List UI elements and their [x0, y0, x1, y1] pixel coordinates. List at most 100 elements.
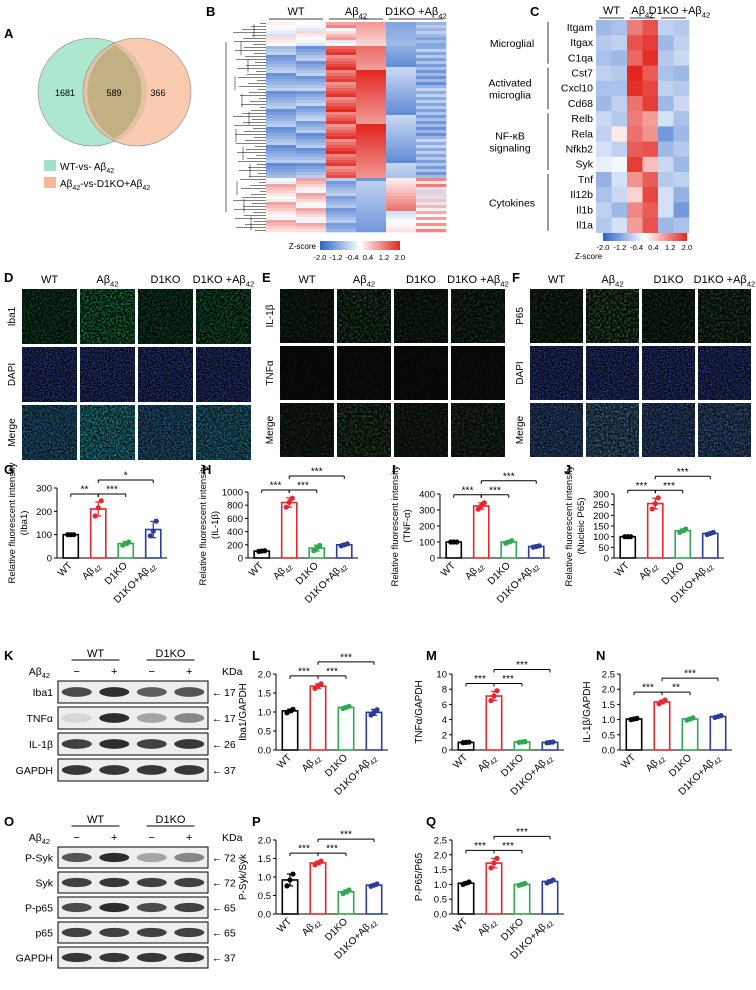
microD-image-signal — [196, 289, 251, 344]
heatmap-b-cell — [296, 121, 327, 125]
heatmap-b-cell — [296, 151, 327, 155]
heatmap-b-cell — [386, 91, 417, 95]
significance-label: *** — [298, 844, 310, 855]
microE-col-label-2: D1KO — [406, 274, 436, 286]
micrograph-panel-d: WT Aβ42 D1KO D1KO +Aβ42 Iba1 DAPI Merge — [7, 274, 254, 460]
y-tick-label: 250 — [593, 500, 609, 511]
data-point — [522, 739, 528, 745]
heatmap-b-cell — [386, 88, 417, 92]
heatmap-b-cell — [326, 175, 357, 179]
heatmap-c-category: Microglial — [490, 38, 534, 50]
heatmap-b-cell — [266, 211, 297, 215]
x-tick-label: WT — [451, 752, 470, 771]
blotO-band — [136, 952, 167, 963]
heatmap-b-cell — [326, 178, 357, 182]
heatmap-b-cell — [416, 34, 447, 38]
microF-col-label-0: WT — [548, 274, 565, 286]
heatmap-b-cell — [266, 193, 297, 197]
heatmap-b-cell — [416, 100, 447, 104]
heatmap-b-cell — [266, 139, 297, 143]
y-tick-label: 1.5 — [602, 700, 615, 711]
heatmap-b-cell — [266, 151, 297, 155]
heatmap-b-cell — [326, 139, 357, 143]
heatmap-b-cell — [356, 223, 387, 227]
blotO-kda-marker: ← — [212, 877, 223, 889]
heatmap-b-cell — [416, 49, 447, 53]
heatmap-c-cell — [658, 141, 674, 158]
significance-label: ** — [81, 485, 89, 496]
microF-col-label-2: D1KO — [654, 274, 684, 286]
bar — [472, 505, 490, 559]
blotO-row-label: P-p65 — [25, 902, 53, 914]
microD-row-label: DAPI — [7, 363, 18, 386]
blotK-band — [174, 713, 205, 723]
blotK-band — [174, 687, 205, 697]
heatmap-b-cell — [266, 88, 297, 92]
microE-image-signal — [394, 289, 448, 343]
heatmap-b-cell — [416, 187, 447, 191]
data-point — [147, 533, 153, 539]
heatmap-c-cell — [658, 65, 674, 82]
data-point — [655, 495, 661, 501]
microE-image-signal — [394, 403, 448, 457]
heatmap-b-cell — [416, 130, 447, 134]
heatmap-b-cell — [326, 163, 357, 167]
x-tick-label: Aβ42 — [476, 916, 500, 940]
blotO-sign: − — [74, 832, 80, 844]
y-axis-label: Relative fluorescent intensity — [198, 464, 209, 585]
y-tick-label: 0.5 — [258, 891, 271, 902]
heatmap-c-cell — [627, 20, 643, 36]
y-tick-label: 1.0 — [258, 708, 271, 719]
blotO-sign: + — [186, 832, 192, 844]
heatmap-b-cell — [296, 130, 327, 134]
heatmap-b-cell — [416, 202, 447, 206]
heatmap-b-cell — [266, 52, 297, 56]
y-tick-label: 0.5 — [258, 727, 271, 738]
heatmap-b-cell — [356, 211, 387, 215]
heatmap-c-scale-tick: -1.2 — [613, 243, 626, 252]
significance-label: *** — [516, 827, 528, 838]
heatmap-b-scale-title: Z-score — [289, 242, 317, 251]
heatmap-b-cell — [266, 40, 297, 44]
y-tick-label: 1.0 — [602, 715, 615, 726]
heatmap-b-cell — [386, 115, 417, 119]
data-point — [690, 715, 696, 721]
y-tick-label: 0 — [442, 746, 447, 757]
heatmap-b-cell — [326, 118, 357, 122]
heatmap-c-cell — [627, 217, 643, 234]
heatmap-b-cell — [266, 223, 297, 227]
heatmap-b-cell — [386, 124, 417, 128]
microF-image-signal — [698, 289, 751, 343]
heatmap-b-cell — [296, 205, 327, 209]
blotK-band — [136, 739, 167, 749]
heatmap-c-scale-tick: -0.4 — [630, 243, 643, 252]
heatmap-c-category: NF-κB — [495, 131, 525, 143]
heatmap-b-cell — [266, 49, 297, 53]
heatmap-b-cell — [296, 211, 327, 215]
heatmap-b-cell — [416, 76, 447, 80]
heatmap-b-cell — [326, 145, 357, 149]
heatmap-c-category: signaling — [489, 143, 531, 155]
heatmap-b-cell — [326, 190, 357, 194]
heatmap-b-cell — [296, 214, 327, 218]
bar — [541, 880, 559, 915]
y-tick-label: 400 — [227, 527, 243, 538]
heatmap-b-cell — [326, 208, 357, 212]
heatmap-b-cell — [386, 187, 417, 191]
y-tick-label: 300 — [593, 490, 609, 501]
heatmap-c-scale-tick: 2.0 — [682, 243, 692, 252]
blotO-band — [61, 852, 92, 863]
heatmap-b-cell — [356, 229, 387, 233]
heatmap-b-cell — [266, 175, 297, 179]
heatmap-b-cell — [296, 181, 327, 185]
bar — [309, 862, 327, 915]
y-tick-label: 1.0 — [258, 873, 271, 884]
data-point — [488, 698, 494, 704]
heatmap-c-cell — [627, 50, 643, 66]
heatmap-b-cell — [386, 190, 417, 194]
heatmap-c-cell — [596, 50, 612, 66]
blotK-row-label: Iba1 — [33, 687, 54, 699]
bar — [513, 883, 531, 915]
heatmap-c-cell — [611, 80, 628, 97]
heatmap-b-cell — [296, 115, 327, 119]
